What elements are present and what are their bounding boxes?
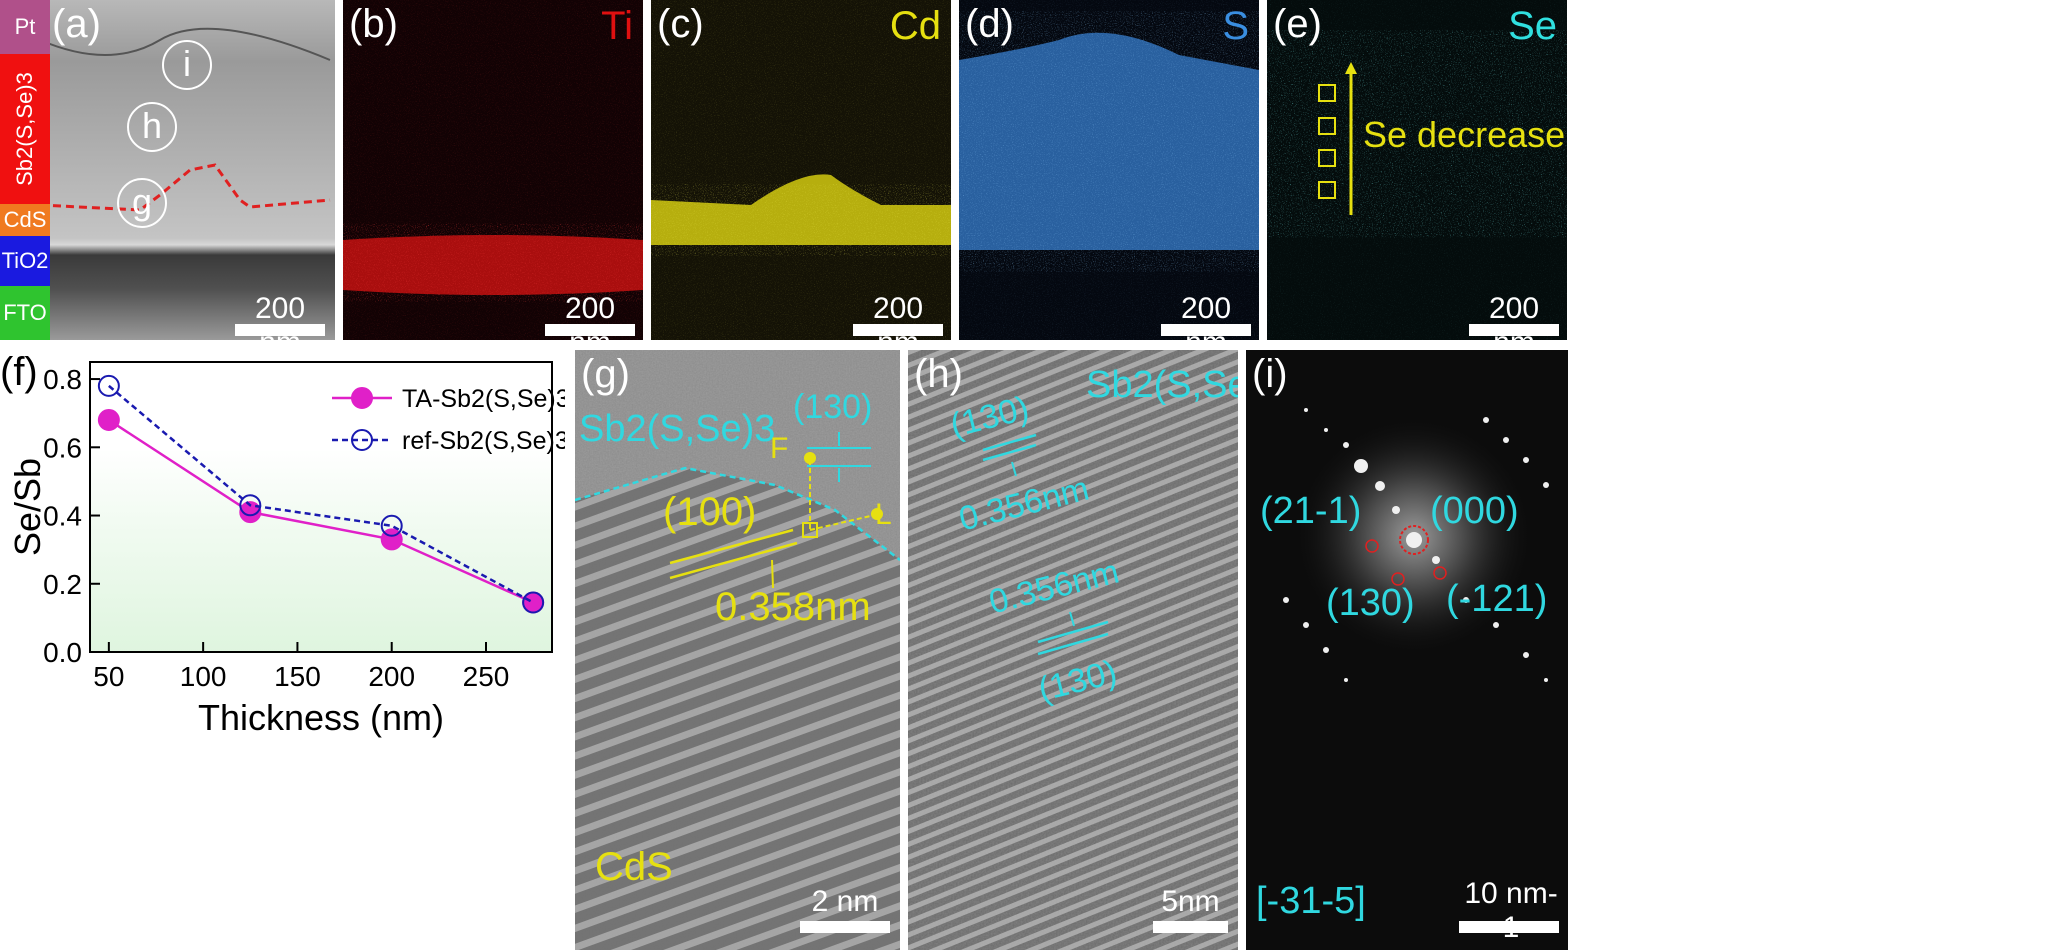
y-tick-label: 0.2	[43, 569, 82, 600]
marker-g: g	[117, 178, 167, 228]
y-tick-label: 0.8	[43, 364, 82, 395]
x-tick-label: 250	[463, 661, 510, 692]
marker-i: i	[162, 40, 212, 90]
x-tick-label: 100	[180, 661, 227, 692]
zone-axis-label: [-31-5]	[1256, 880, 1366, 922]
panel-label-b: (b)	[349, 2, 398, 46]
layer-sb2sse3: Sb2(S,Se)3	[0, 54, 50, 204]
panel-label-h: (h)	[914, 352, 963, 396]
data-point	[522, 591, 545, 614]
scalebar-h	[1153, 921, 1228, 933]
scalebar-i	[1459, 921, 1559, 933]
plot-background	[90, 449, 552, 652]
panel-g-image	[575, 350, 900, 950]
diffraction-spots	[1283, 408, 1549, 682]
sampling-squares	[1318, 84, 1336, 199]
data-point	[97, 409, 120, 431]
panel-label-f: (f)	[0, 350, 38, 394]
series-line-1	[108, 418, 534, 604]
legend-marker	[351, 429, 373, 451]
plane-100-label-g: (100)	[663, 490, 757, 534]
layer-fto: FTO	[0, 286, 50, 340]
element-label-ti: Ti	[601, 4, 633, 48]
scalebar-label-d: 200 nm	[1180, 292, 1232, 340]
legend-marker	[351, 387, 373, 409]
element-label-se: Se	[1508, 4, 1557, 48]
se-map-image	[1267, 0, 1567, 340]
legend-label: TA-Sb2(S,Se)3	[402, 385, 565, 413]
panel-a-sem-cross-section: Pt Sb2(S,Se)3 CdS TiO2 FTO (a) i h g 200…	[0, 0, 335, 340]
scalebar-d	[1161, 324, 1251, 336]
y-axis-label: Se/Sb	[7, 458, 48, 556]
panel-h-hrtem: (h) Sb2(S,Se)3 (130) 0.356nm 0.356nm (13…	[908, 350, 1238, 950]
data-point	[97, 374, 120, 397]
center-spot-circle	[1399, 525, 1429, 555]
f-label: F	[770, 432, 789, 465]
x-tick-label: 150	[274, 661, 321, 692]
scalebar-g	[800, 921, 890, 933]
element-label-cd: Cd	[889, 4, 941, 48]
phase-label-g: Sb2(S,Se)3	[579, 408, 776, 450]
scalebar-label-g: 2 nm	[811, 885, 879, 918]
panel-label-c: (c)	[657, 2, 704, 46]
scalebar-label-h: 5nm	[1161, 885, 1220, 918]
s-map-image	[959, 0, 1259, 340]
y-tick-label: 0.0	[43, 637, 82, 668]
legend-label: ref-Sb2(S,Se)3	[402, 427, 565, 455]
marker-h: h	[127, 102, 177, 152]
panel-h-image	[908, 350, 1238, 950]
x-tick-label: 50	[93, 661, 124, 692]
ti-map-image	[343, 0, 643, 340]
spot-130-label: (130)	[1326, 582, 1415, 624]
panel-e-se-map: (e) Se Se decrease 200 nm	[1267, 0, 1567, 340]
panel-b-ti-map: (b) Ti 200 nm	[343, 0, 643, 340]
layer-tio2: TiO2	[0, 236, 50, 286]
panel-label-i: (i)	[1252, 352, 1288, 396]
panel-i-image	[1283, 408, 1549, 682]
layer-pt: Pt	[0, 0, 50, 54]
x-tick-label: 200	[368, 661, 415, 692]
spot-21-1-label: (21-1)	[1260, 490, 1362, 532]
panel-label-g: (g)	[581, 352, 630, 396]
x-axis-label: Thickness (nm)	[198, 697, 444, 738]
plane-130-label-g: (130)	[793, 388, 873, 426]
phase-label-h: Sb2(S,Se)3	[1086, 364, 1238, 406]
scalebar-e	[1469, 324, 1559, 336]
scalebar-a	[235, 324, 325, 336]
scalebar-c	[853, 324, 943, 336]
y-tick-label: 0.4	[43, 501, 82, 532]
scalebar-b	[545, 324, 635, 336]
series-line-2	[108, 384, 534, 604]
data-point	[239, 494, 262, 517]
panel-d-s-map: (d) S 200 nm	[959, 0, 1259, 340]
y-tick-label: 0.6	[43, 432, 82, 463]
scalebar-label-i: 10 nm-1	[1464, 877, 1558, 944]
chart-f-svg: 50 100 150 200 250 0.0 0.2 0.4 0.6 0.8 Thickness (…	[7, 361, 565, 738]
plot-frame	[89, 361, 553, 653]
se-decrease-label: Se decrease	[1363, 114, 1566, 155]
cd-map-image	[651, 0, 951, 340]
spot--121-label: (-121)	[1446, 578, 1548, 620]
panel-g-hrtem: (g) Sb2(S,Se)3 (130) (100) 0.358nm F L C…	[575, 350, 900, 950]
panel-f-chart: 50 100 150 200 250 0.0 0.2 0.4 0.6 0.8 Thickness (…	[0, 350, 565, 950]
spot-000-label: (000)	[1430, 490, 1519, 532]
panel-label-a: (a)	[52, 2, 101, 46]
panel-label-d: (d)	[965, 2, 1014, 46]
layer-cds: CdS	[0, 204, 50, 236]
d-spacing-label-g: 0.358nm	[715, 585, 871, 629]
panel-i-saed: (i) (21-1) (000) (130) (-121) [-31-5] 10…	[1246, 350, 1568, 950]
data-point	[380, 514, 403, 537]
substrate-label-g: CdS	[595, 845, 673, 889]
panel-c-cd-map: (c) Cd 200 nm	[651, 0, 951, 340]
panel-label-e: (e)	[1273, 2, 1322, 46]
l-label: L	[875, 498, 892, 531]
element-label-s: S	[1222, 4, 1249, 48]
